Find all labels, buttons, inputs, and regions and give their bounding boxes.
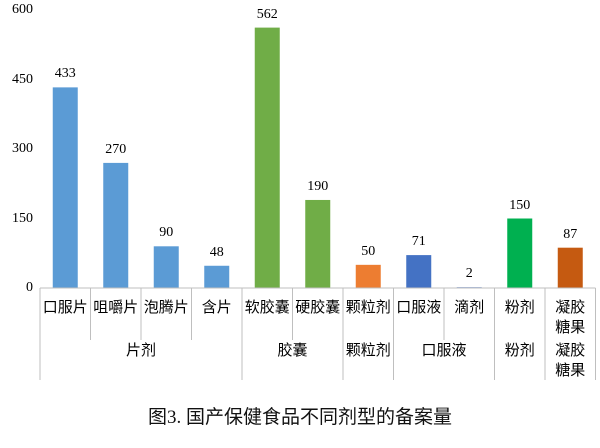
bar	[153, 246, 179, 288]
bar	[507, 218, 533, 288]
category-label: 泡腾片	[143, 300, 189, 316]
data-label: 190	[307, 178, 329, 194]
category-label: 硬胶囊	[295, 300, 341, 316]
bar	[305, 199, 331, 288]
bar	[204, 265, 230, 288]
data-label: 150	[509, 197, 531, 213]
category-label: 口服片	[42, 300, 88, 316]
data-label: 71	[411, 234, 426, 250]
data-label: 433	[54, 66, 76, 82]
group-label: 凝胶糖果	[555, 343, 586, 379]
bar	[52, 87, 78, 288]
bar	[406, 255, 432, 288]
data-label: 50	[361, 243, 376, 259]
bar	[557, 247, 583, 288]
category-label: 口服液	[396, 300, 442, 316]
chart-caption: 图3. 国产保健食品不同剂型的备案量	[147, 407, 452, 428]
bar	[355, 264, 381, 288]
y-tick-label: 450	[12, 71, 33, 87]
group-label: 粉剂	[504, 343, 535, 359]
data-label: 270	[105, 141, 127, 157]
y-tick-label: 150	[12, 210, 33, 226]
bar	[254, 27, 280, 289]
y-tick-label: 600	[12, 2, 33, 17]
y-tick-label: 300	[12, 141, 33, 156]
y-tick-label: 0	[26, 280, 33, 295]
data-label: 90	[159, 225, 174, 241]
category-label: 软胶囊	[244, 300, 290, 316]
data-label: 562	[256, 6, 278, 22]
category-label: 咀嚼片	[93, 300, 139, 316]
data-label: 48	[209, 244, 224, 260]
data-label: 2	[465, 266, 473, 282]
group-label: 胶囊	[277, 343, 308, 359]
category-label: 粉剂	[504, 300, 535, 316]
bar	[103, 162, 129, 288]
category-label: 滴剂	[454, 300, 485, 316]
group-label: 片剂	[125, 343, 157, 359]
category-label: 凝胶糖果	[555, 300, 586, 336]
data-label: 87	[563, 226, 578, 242]
group-label: 口服液	[421, 343, 467, 359]
category-label: 颗粒剂	[345, 300, 391, 316]
group-label: 颗粒剂	[345, 343, 391, 359]
category-label: 含片	[201, 300, 232, 316]
